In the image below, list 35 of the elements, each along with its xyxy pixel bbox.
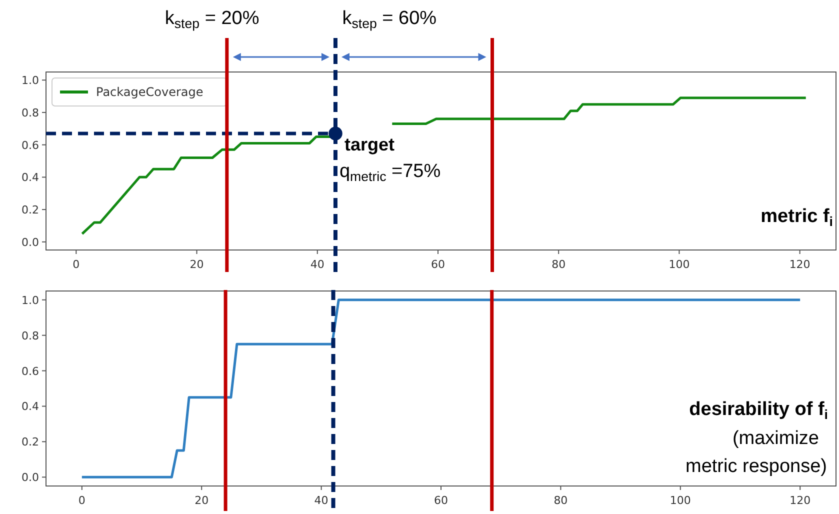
x-tick-label: 60 — [434, 494, 448, 507]
x-tick-label: 60 — [430, 258, 445, 271]
annotation: desirability of f$_{i}$ — [689, 399, 828, 422]
y-tick-label: 0.4 — [22, 171, 39, 184]
y-tick-label: 0.6 — [22, 138, 39, 152]
legend-label: PackageCoverage — [96, 85, 204, 99]
y-tick-label: 1.0 — [22, 74, 39, 88]
annotation: metric f$_{i}$ — [760, 206, 833, 229]
y-tick-label: 0.2 — [22, 436, 39, 449]
x-tick-label: 40 — [310, 258, 324, 271]
annotation: target — [344, 134, 394, 154]
y-tick-label: 0.0 — [22, 236, 39, 249]
x-tick-label: 0 — [72, 258, 80, 271]
x-tick-label: 100 — [668, 258, 690, 271]
y-tick-label: 0.4 — [22, 400, 39, 414]
y-tick-label: 0.0 — [22, 471, 39, 484]
y-tick-label: 0.8 — [22, 329, 39, 342]
y-tick-label: 0.6 — [22, 364, 39, 378]
x-tick-label: 40 — [314, 494, 328, 507]
x-tick-label: 80 — [552, 258, 566, 271]
x-tick-label: 20 — [190, 258, 204, 271]
x-tick-label: 120 — [790, 494, 811, 507]
y-tick-label: 0.8 — [22, 106, 39, 120]
y-tick-label: 1.0 — [22, 294, 39, 307]
x-tick-label: 80 — [554, 494, 568, 507]
x-tick-label: 120 — [789, 258, 810, 271]
annotation: q$_{metric}$ =75% — [339, 161, 441, 184]
x-tick-label: 100 — [670, 494, 691, 507]
x-tick-label: 20 — [194, 494, 209, 507]
annotation: (maximize — [732, 428, 819, 449]
y-tick-label: 0.2 — [22, 204, 39, 217]
text: k$_{step}$ = 60% — [342, 8, 437, 31]
text: k$_{step}$ = 20% — [164, 8, 260, 31]
x-tick-label: 0 — [78, 494, 86, 507]
annotation: metric response) — [686, 456, 827, 477]
